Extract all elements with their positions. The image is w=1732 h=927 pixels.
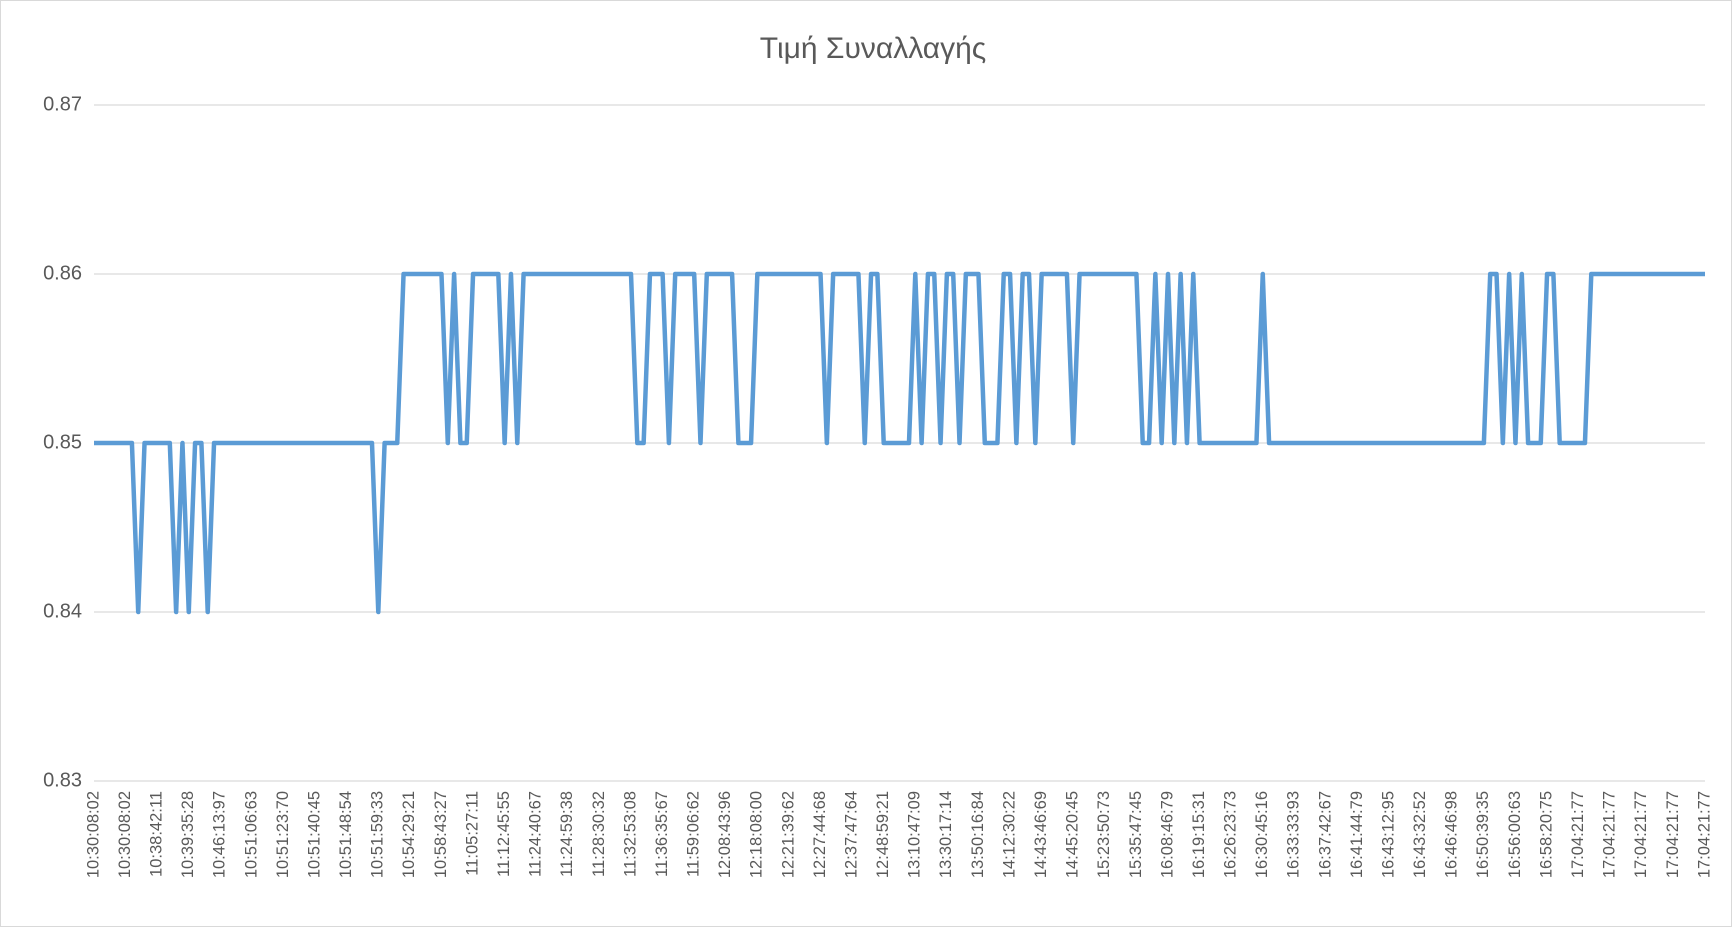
x-tick-label: 12:48:59:21	[874, 791, 892, 878]
x-tick-label: 13:50:16:84	[969, 791, 987, 878]
y-tick-label: 0.87	[43, 93, 82, 115]
x-tick-label: 12:27:44:68	[811, 791, 829, 878]
x-tick-label: 12:18:08:00	[748, 791, 766, 878]
x-tick-label: 12:21:39:62	[779, 791, 797, 878]
x-tick-label: 16:30:45:16	[1253, 791, 1271, 878]
x-tick-label: 16:43:12:95	[1379, 791, 1397, 878]
x-tick-label: 10:51:48:54	[337, 791, 355, 878]
x-tick-label: 12:08:43:96	[716, 791, 734, 878]
y-tick-label: 0.86	[43, 262, 82, 284]
y-tick-label: 0.85	[43, 431, 82, 453]
x-tick-label: 10:39:35:28	[179, 791, 197, 878]
chart-title: Τιμή Συναλλαγής	[760, 32, 987, 65]
x-tick-label: 10:51:40:45	[305, 791, 323, 878]
x-tick-label: 16:08:46:79	[1158, 791, 1176, 878]
x-tick-label: 16:41:44:79	[1348, 791, 1366, 878]
x-tick-label: 16:37:42:67	[1316, 791, 1334, 878]
x-tick-label: 16:58:20:75	[1537, 791, 1555, 878]
x-tick-label: 11:05:27:11	[463, 791, 481, 876]
x-tick-label: 11:12:45:55	[495, 791, 513, 877]
x-tick-label: 12:37:47:64	[842, 791, 860, 878]
x-tick-label: 10:51:06:63	[242, 791, 260, 878]
x-tick-label: 17:04:21:77	[1695, 791, 1713, 878]
x-tick-label: 10:30:08:02	[116, 791, 134, 878]
x-tick-label: 17:04:21:77	[1632, 791, 1650, 878]
x-tick-label: 17:04:21:77	[1601, 791, 1619, 878]
y-tick-label: 0.83	[43, 769, 82, 791]
x-tick-label: 11:28:30:32	[590, 791, 608, 877]
x-tick-label: 15:35:47:45	[1127, 791, 1145, 878]
x-tick-label: 14:45:20:45	[1064, 791, 1082, 878]
x-tick-label: 10:58:43:27	[432, 791, 450, 878]
x-tick-label: 16:56:00:63	[1506, 791, 1524, 878]
x-tick-label: 10:51:59:33	[369, 791, 387, 878]
x-tick-label: 11:24:40:67	[527, 791, 545, 877]
x-tick-label: 16:26:23:73	[1222, 791, 1240, 878]
x-tick-label: 14:12:30:22	[1000, 791, 1018, 878]
x-tick-label: 11:59:06:62	[685, 791, 703, 877]
x-tick-label: 10:38:42:11	[148, 791, 166, 877]
x-tick-label: 11:24:59:38	[558, 791, 576, 877]
x-tick-label: 13:30:17:14	[937, 791, 955, 878]
x-tick-label: 16:19:15:31	[1190, 791, 1208, 878]
x-tick-label: 16:50:39:35	[1474, 791, 1492, 878]
x-tick-label: 17:04:21:77	[1569, 791, 1587, 878]
x-tick-label: 10:30:08:02	[84, 791, 102, 878]
x-tick-label: 16:43:32:52	[1411, 791, 1429, 878]
x-tick-label: 10:54:29:21	[400, 791, 418, 878]
x-tick-label: 16:33:33:93	[1285, 791, 1303, 878]
y-tick-label: 0.84	[43, 600, 82, 622]
x-tick-label: 17:04:21:77	[1664, 791, 1682, 878]
x-tick-label: 11:32:53:08	[621, 791, 639, 877]
x-tick-label: 14:43:46:69	[1032, 791, 1050, 878]
x-tick-label: 11:36:35:67	[653, 791, 671, 877]
x-tick-label: 16:46:46:98	[1443, 791, 1461, 878]
x-tick-label: 15:23:50:73	[1095, 791, 1113, 878]
series-line	[94, 271, 1705, 615]
x-tick-label: 10:46:13:97	[211, 791, 229, 878]
x-tick-label: 10:51:23:70	[274, 791, 292, 878]
x-tick-label: 13:10:47:09	[906, 791, 924, 878]
